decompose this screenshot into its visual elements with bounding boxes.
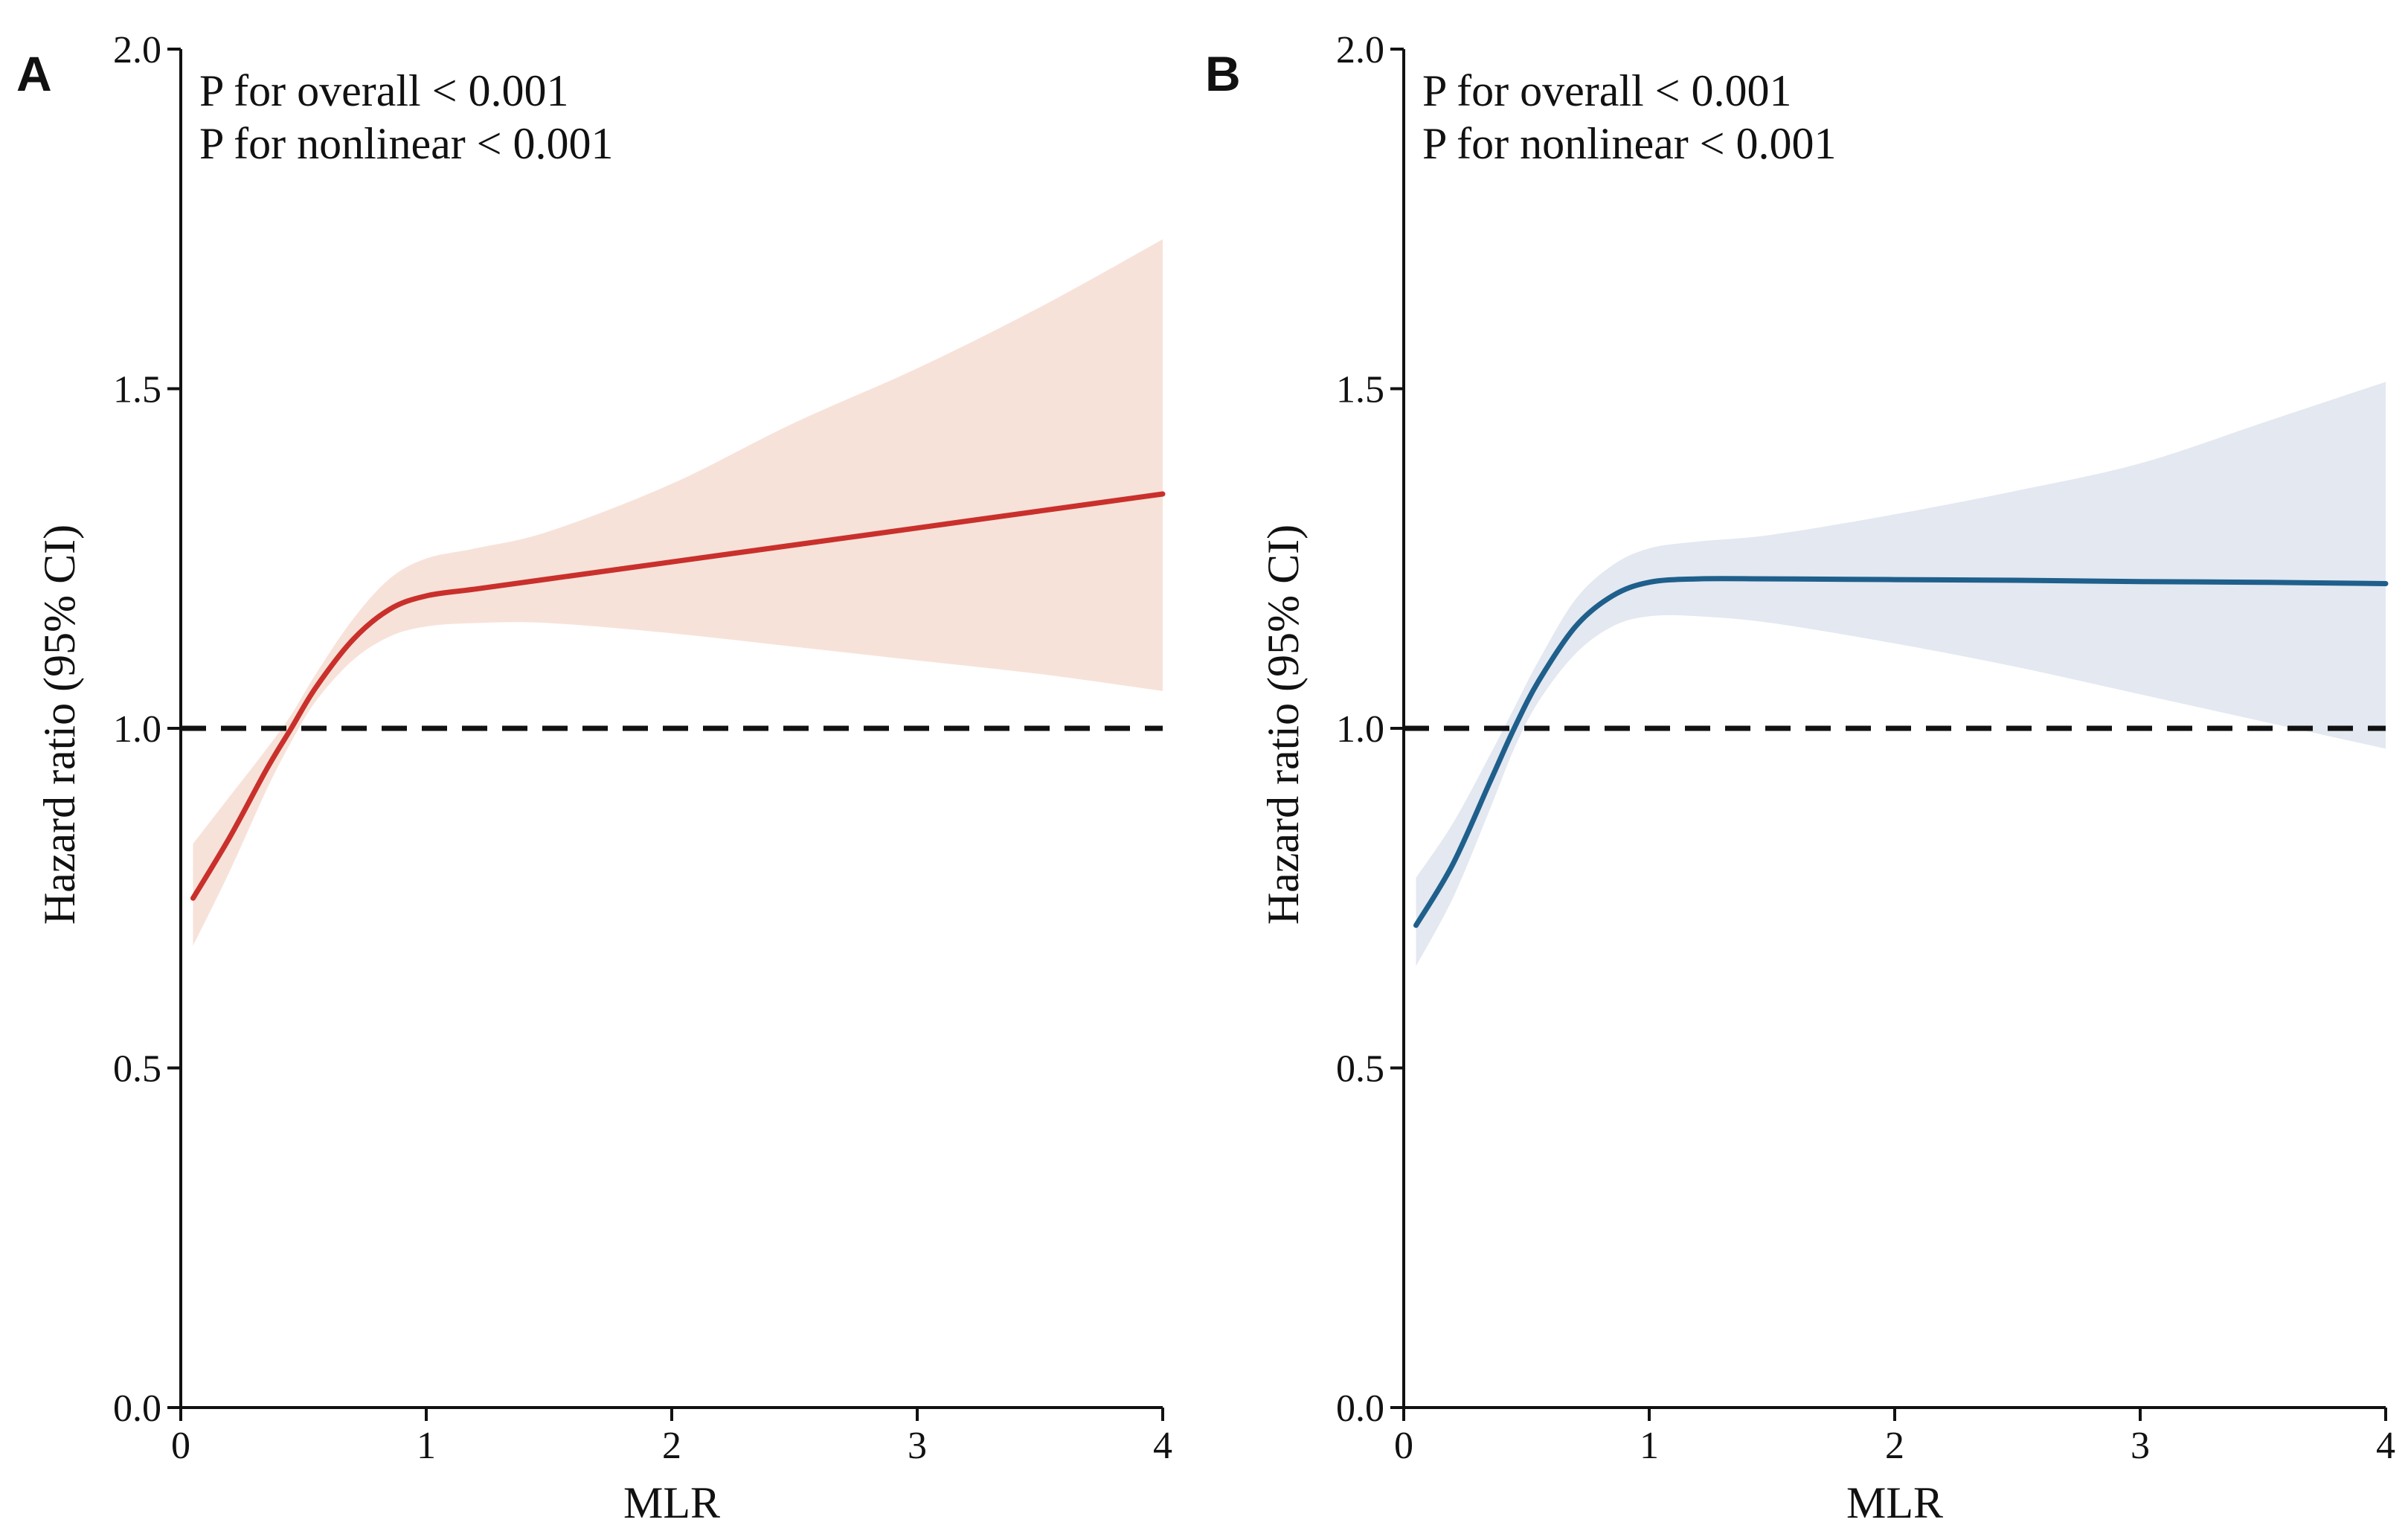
- x-tick-label: 2: [662, 1425, 681, 1467]
- panel-a: 0.0 0.5 1.0 1.5 2.0 0 1 2 3 4 A P for ov…: [16, 29, 1172, 1527]
- y-axis-title: Hazard ratio (95% CI): [35, 524, 84, 925]
- x-tick-label: 1: [1640, 1425, 1659, 1467]
- series-line: [190, 491, 1166, 901]
- y-tick-label: 0.5: [1336, 1048, 1384, 1091]
- panel-label: B: [1205, 46, 1241, 101]
- x-tick-label: 0: [171, 1425, 190, 1467]
- series-line: [1413, 576, 2389, 928]
- y-axis: 0.0 0.5 1.0 1.5 2.0: [1336, 29, 1405, 1430]
- p-nonlinear-annotation: P for nonlinear < 0.001: [199, 119, 614, 168]
- x-axis: 0 1 2 3 4: [171, 1406, 1172, 1467]
- y-tick-label: 0.0: [1336, 1387, 1384, 1430]
- y-tick-label: 2.0: [1336, 29, 1384, 71]
- x-axis-title: MLR: [1846, 1478, 1943, 1527]
- y-tick-label: 2.0: [113, 29, 161, 71]
- y-axis: 0.0 0.5 1.0 1.5 2.0: [113, 29, 182, 1430]
- confidence-band: [1416, 382, 2386, 966]
- x-tick-label: 3: [908, 1425, 927, 1467]
- y-tick-label: 1.5: [113, 369, 161, 411]
- p-overall-annotation: P for overall < 0.001: [199, 66, 569, 115]
- x-tick-label: 0: [1394, 1425, 1413, 1467]
- panel-label: A: [16, 46, 52, 101]
- y-tick-label: 1.5: [1336, 369, 1384, 411]
- y-tick-label: 1.0: [113, 708, 161, 751]
- y-tick-label: 0.5: [113, 1048, 161, 1091]
- panel-b: 0.0 0.5 1.0 1.5 2.0 0 1 2 3 4 B P for ov…: [1205, 29, 2395, 1527]
- x-tick-label: 4: [2376, 1425, 2395, 1467]
- p-overall-annotation: P for overall < 0.001: [1422, 66, 1792, 115]
- y-tick-label: 0.0: [113, 1387, 161, 1430]
- x-axis-title: MLR: [623, 1478, 720, 1527]
- confidence-band: [193, 239, 1163, 946]
- y-axis-title: Hazard ratio (95% CI): [1259, 524, 1308, 925]
- y-tick-label: 1.0: [1336, 708, 1384, 751]
- x-axis: 0 1 2 3 4: [1394, 1406, 2395, 1467]
- p-nonlinear-annotation: P for nonlinear < 0.001: [1422, 119, 1837, 168]
- x-tick-label: 3: [2131, 1425, 2150, 1467]
- x-tick-label: 1: [417, 1425, 436, 1467]
- x-tick-label: 2: [1885, 1425, 1904, 1467]
- x-tick-label: 4: [1153, 1425, 1172, 1467]
